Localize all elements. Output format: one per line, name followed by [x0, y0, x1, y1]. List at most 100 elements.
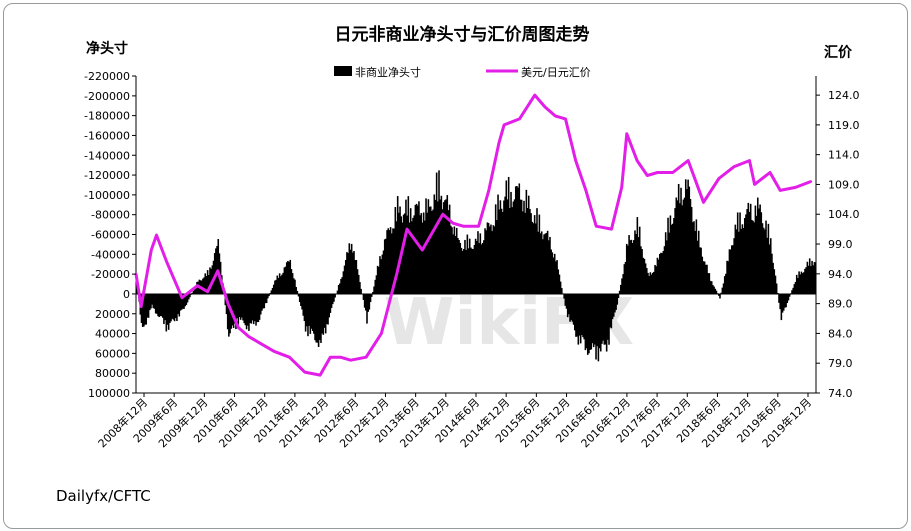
position-bar: [779, 293, 781, 310]
position-bar: [516, 186, 518, 294]
exchange-rate-point: [405, 227, 409, 231]
position-bar: [536, 208, 538, 294]
position-bar: [368, 293, 371, 310]
position-bar: [318, 293, 321, 340]
exchange-rate-point: [794, 186, 797, 189]
position-bar: [811, 260, 813, 294]
position-bar: [380, 259, 382, 294]
position-bar: [484, 228, 486, 294]
position-bar: [174, 293, 177, 319]
y-left-tick-label: 20000: [95, 308, 130, 321]
position-bar: [452, 234, 454, 294]
position-bar: [281, 274, 283, 294]
position-bar: [492, 225, 495, 294]
position-bar: [322, 293, 325, 335]
position-bar: [267, 293, 269, 299]
position-bar: [543, 234, 545, 294]
exchange-rate-point: [339, 356, 342, 359]
position-bar: [457, 238, 459, 294]
y-left-tick-label: 60000: [95, 347, 130, 360]
position-bar: [542, 239, 544, 294]
position-bar: [419, 215, 421, 294]
position-bar: [283, 267, 286, 294]
exchange-rate-point: [318, 373, 322, 377]
position-bar: [572, 293, 575, 325]
position-bar: [453, 226, 456, 294]
position-bar: [202, 278, 204, 294]
position-bar: [633, 240, 635, 294]
position-bar: [563, 293, 565, 299]
chart-canvas: WikiFX 日元非商业净头寸与汇价周图走势 净头寸 汇价 非商业净头寸 美元/…: [56, 24, 860, 505]
position-bar: [250, 293, 253, 324]
position-bar: [546, 230, 549, 294]
position-bar: [722, 283, 725, 294]
position-bar: [597, 293, 600, 362]
position-bar: [173, 293, 176, 322]
position-bar: [723, 276, 726, 294]
position-bar: [507, 176, 510, 294]
position-bar: [681, 205, 683, 294]
position-bar: [578, 293, 581, 336]
position-bar: [163, 293, 165, 325]
position-bar: [415, 203, 418, 294]
position-bar: [479, 233, 482, 294]
position-bar: [255, 293, 257, 326]
position-bar: [301, 293, 303, 310]
position-bar: [601, 293, 603, 344]
position-bar: [422, 212, 425, 294]
position-bar: [407, 196, 410, 294]
position-bar: [509, 208, 511, 294]
position-bar: [686, 189, 688, 294]
position-bar: [288, 261, 290, 294]
position-bar: [369, 293, 372, 303]
position-bar: [682, 199, 685, 294]
position-bar: [232, 293, 235, 328]
position-bar: [640, 246, 642, 294]
position-bar: [575, 293, 577, 337]
position-bar: [432, 209, 434, 294]
position-bar: [333, 293, 335, 302]
position-bar: [772, 262, 774, 294]
exchange-rate-point: [574, 159, 577, 162]
position-bar: [638, 226, 641, 294]
position-bar: [310, 293, 313, 329]
position-bar: [166, 293, 169, 325]
position-bar: [277, 278, 280, 294]
position-bar: [637, 237, 640, 294]
position-bar: [568, 293, 570, 315]
position-bar: [152, 293, 155, 309]
legend-label-positions: 非商业净头寸: [355, 65, 421, 79]
position-bar: [759, 204, 761, 294]
position-bar: [448, 204, 451, 294]
position-bar: [751, 219, 753, 294]
position-bar: [280, 276, 282, 294]
position-bar: [797, 278, 799, 294]
position-bar: [359, 282, 361, 294]
position-bar: [778, 293, 780, 303]
position-bar: [331, 293, 334, 305]
position-bar: [401, 222, 404, 294]
position-bar: [439, 199, 441, 294]
position-bar: [798, 271, 800, 294]
exchange-rate-point: [165, 260, 168, 264]
position-bar: [664, 232, 667, 294]
exchange-rate-point: [595, 225, 598, 228]
position-bar: [708, 273, 711, 294]
position-bar: [362, 293, 365, 300]
position-bar: [795, 274, 798, 294]
position-bar: [293, 278, 295, 294]
position-bar: [437, 201, 439, 294]
position-bar: [805, 267, 807, 294]
position-bar: [540, 231, 543, 294]
position-bar: [518, 183, 521, 294]
position-bar: [496, 220, 498, 294]
position-bar: [184, 293, 186, 307]
exchange-rate-point: [620, 186, 623, 189]
position-bar: [297, 293, 300, 297]
position-bar: [551, 252, 554, 294]
position-bar: [229, 293, 231, 334]
position-bar: [330, 293, 333, 308]
position-bar: [276, 275, 279, 294]
position-bar: [544, 233, 547, 294]
position-bar: [271, 287, 274, 294]
